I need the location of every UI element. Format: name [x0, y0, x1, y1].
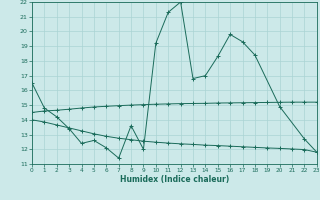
X-axis label: Humidex (Indice chaleur): Humidex (Indice chaleur) [120, 175, 229, 184]
